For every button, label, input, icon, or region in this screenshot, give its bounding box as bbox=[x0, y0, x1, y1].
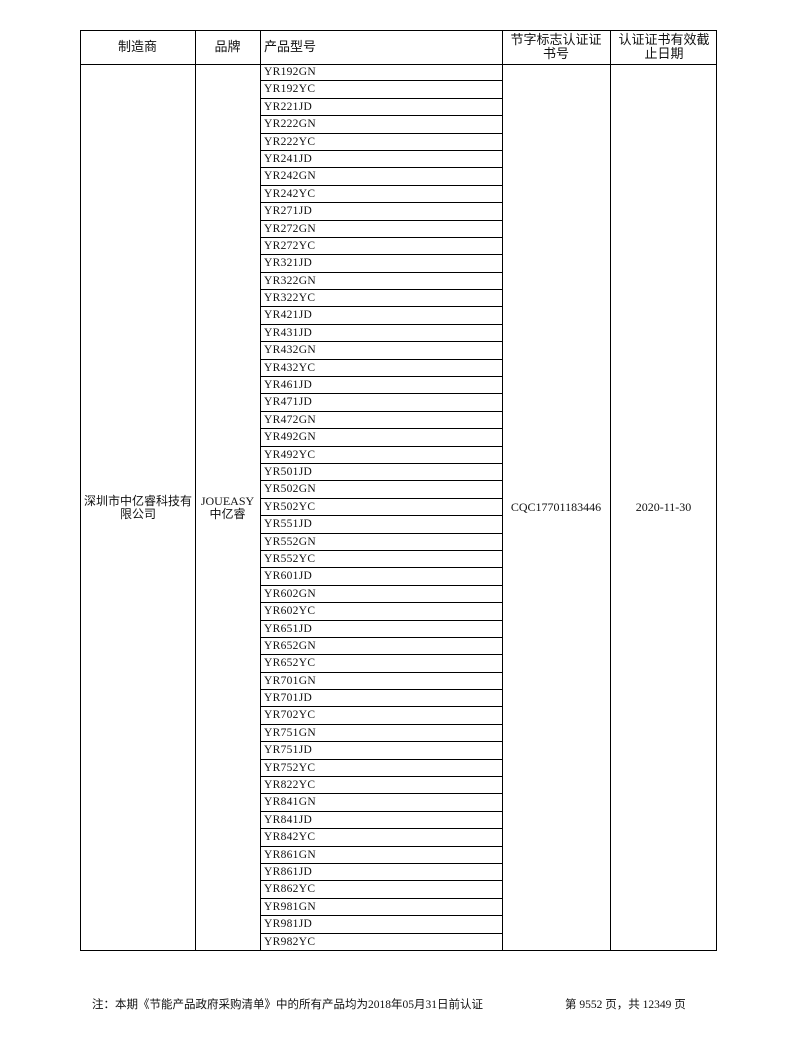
model-row: YR602YC bbox=[260, 603, 502, 621]
model-row: YR602GN bbox=[260, 586, 502, 604]
model-row: YR862YC bbox=[260, 881, 502, 899]
header-divider bbox=[80, 64, 717, 65]
model-list: YR192GN YR192YC YR221JD YR222GN YR222YC YR241… bbox=[260, 64, 502, 951]
model-row: YR552YC bbox=[260, 551, 502, 569]
model-row: YR322YC bbox=[260, 290, 502, 308]
cert-no-cell: CQC17701183446 bbox=[510, 500, 602, 514]
model-row: YR701GN bbox=[260, 673, 502, 691]
expiry-cell: 2020-11-30 bbox=[635, 500, 692, 514]
model-row: YR701JD bbox=[260, 690, 502, 708]
model-row: YR272YC bbox=[260, 238, 502, 256]
model-row: YR751JD bbox=[260, 742, 502, 760]
model-row: YR192YC bbox=[260, 81, 502, 99]
header-model: 产品型号 bbox=[264, 39, 317, 54]
model-row: YR242YC bbox=[260, 186, 502, 204]
column-divider bbox=[195, 30, 196, 951]
column-divider bbox=[502, 30, 503, 951]
model-row: YR431JD bbox=[260, 325, 502, 343]
model-row: YR702YC bbox=[260, 707, 502, 725]
model-row: YR981JD bbox=[260, 916, 502, 934]
model-row: YR841JD bbox=[260, 812, 502, 830]
model-row: YR271JD bbox=[260, 203, 502, 221]
model-row: YR751GN bbox=[260, 725, 502, 743]
header-expiry: 认证证书有效截止日期 bbox=[618, 32, 710, 61]
model-row: YR981GN bbox=[260, 899, 502, 917]
model-row: YR492YC bbox=[260, 447, 502, 464]
header-brand: 品牌 bbox=[214, 39, 241, 54]
manufacturer-cell: 深圳市中亿睿科技有限公司 bbox=[83, 493, 192, 521]
model-row: YR222GN bbox=[260, 116, 502, 134]
model-row: YR501JD bbox=[260, 464, 502, 482]
model-row: YR822YC bbox=[260, 777, 502, 795]
model-row: YR421JD bbox=[260, 307, 502, 325]
column-divider bbox=[610, 30, 611, 951]
model-row: YR461JD bbox=[260, 377, 502, 395]
model-row: YR241JD bbox=[260, 151, 502, 169]
model-row: YR502GN bbox=[260, 481, 502, 499]
header-cert-no: 节字标志认证证书号 bbox=[510, 32, 602, 61]
model-row: YR652GN bbox=[260, 638, 502, 656]
model-row: YR502YC bbox=[260, 499, 502, 517]
model-row: YR472GN bbox=[260, 412, 502, 430]
model-row: YR861GN bbox=[260, 847, 502, 864]
brand-cell: JOUEASY 中亿睿 bbox=[200, 493, 255, 521]
model-row: YR322GN bbox=[260, 273, 502, 291]
header-manufacturer: 制造商 bbox=[117, 39, 157, 54]
model-row: YR552GN bbox=[260, 534, 502, 551]
column-divider bbox=[260, 30, 261, 951]
model-row: YR551JD bbox=[260, 516, 502, 534]
model-row: YR982YC bbox=[264, 935, 316, 948]
model-row: YR192GN bbox=[260, 64, 502, 82]
model-row: YR432YC bbox=[260, 360, 502, 378]
footer-note: 注：本期《节能产品政府采购清单》中的所有产品均为2018年05月31日前认证 bbox=[92, 999, 483, 1011]
model-row: YR471JD bbox=[260, 394, 502, 412]
model-row: YR272GN bbox=[260, 221, 502, 238]
model-row: YR432GN bbox=[260, 342, 502, 360]
model-row: YR651JD bbox=[260, 621, 502, 638]
model-row: YR321JD bbox=[260, 255, 502, 273]
model-row: YR601JD bbox=[260, 568, 502, 586]
model-row: YR842YC bbox=[260, 829, 502, 847]
model-row: YR221JD bbox=[260, 99, 502, 117]
model-row: YR861JD bbox=[260, 864, 502, 882]
model-row: YR652YC bbox=[260, 655, 502, 673]
page-number: 第 9552 页，共 12349 页 bbox=[565, 999, 686, 1011]
model-row: YR492GN bbox=[260, 429, 502, 447]
model-row: YR242GN bbox=[260, 168, 502, 186]
model-row: YR752YC bbox=[260, 760, 502, 778]
product-table bbox=[80, 30, 717, 951]
model-row: YR222YC bbox=[260, 134, 502, 151]
model-row: YR841GN bbox=[260, 794, 502, 812]
